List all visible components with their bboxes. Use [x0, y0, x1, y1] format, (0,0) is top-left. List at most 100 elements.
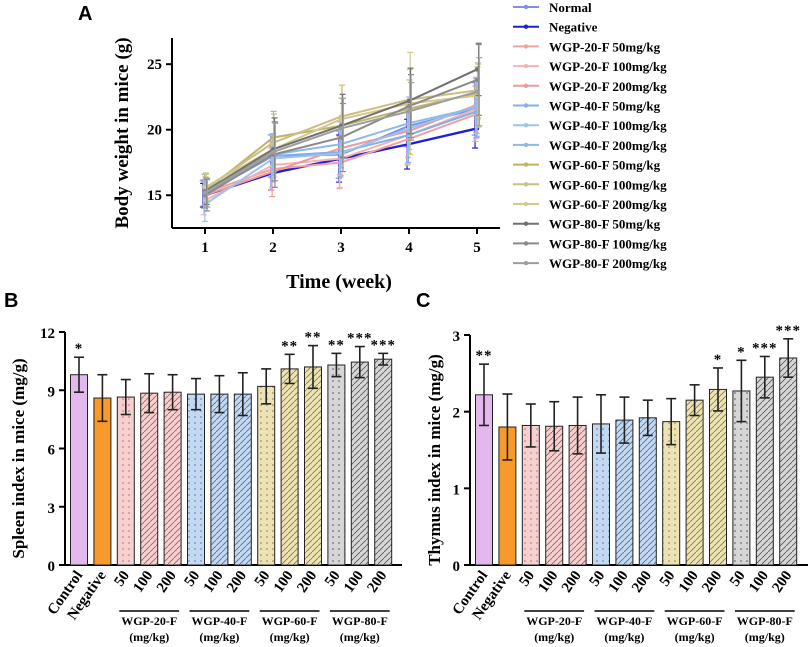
legend-swatch-marker	[523, 221, 529, 226]
data-point	[270, 149, 276, 155]
group-unit: (mg/kg)	[199, 630, 239, 644]
y-tick-label: 12	[40, 326, 55, 342]
bar	[755, 376, 774, 566]
series-13	[202, 57, 483, 208]
x-tick-label: 200	[699, 568, 725, 596]
panel-a-line-chart: 15 20 25 1 2 3 4 5 Time (week) Body weight in mic…	[112, 0, 667, 293]
bar	[210, 393, 229, 566]
x-tick-label: 200	[154, 568, 180, 596]
x-tick-label: 200	[769, 568, 795, 596]
y-tick-label: 3	[48, 501, 56, 517]
legend-swatch-marker	[523, 201, 529, 207]
bar	[685, 399, 704, 566]
legend-label: WGP-80-F 200mg/kg	[549, 256, 667, 271]
group-label: WGP-80-F	[332, 614, 388, 628]
y-axis-title: Body weight in mice (g)	[112, 37, 133, 228]
x-tick-label: 100	[535, 568, 561, 596]
x-tick-label: 4	[405, 240, 413, 256]
x-tick-label: 200	[364, 568, 390, 596]
x-tick-label: 100	[271, 568, 297, 596]
legend-label: WGP-40-F 100mg/kg	[549, 118, 667, 133]
group-label: WGP-40-F	[596, 614, 652, 628]
legend-label: WGP-40-F 200mg/kg	[549, 138, 667, 153]
x-tick-label: 1	[201, 240, 209, 256]
group-label: WGP-60-F	[667, 614, 723, 628]
y-tick-label: 2	[453, 406, 461, 422]
legend-swatch-marker	[523, 83, 529, 89]
legend-swatch-marker	[523, 4, 529, 10]
legend-swatch-marker	[523, 182, 529, 187]
significance-mark: ***	[752, 340, 778, 356]
panel-label-a: A	[78, 3, 92, 25]
bar	[187, 393, 205, 566]
data-point	[474, 89, 480, 94]
legend-label: Normal	[549, 0, 592, 15]
legend-label: Negative	[549, 20, 598, 35]
data-point	[406, 103, 412, 109]
group-label: WGP-40-F	[191, 614, 247, 628]
significance-mark: ***	[370, 337, 396, 353]
group-unit: (mg/kg)	[675, 630, 715, 644]
legend-swatch-marker	[523, 63, 529, 69]
significance-mark: ***	[775, 323, 801, 339]
significance-mark: ***	[347, 331, 373, 347]
group-label: WGP-20-F	[526, 614, 582, 628]
bar	[327, 364, 346, 566]
group-label: WGP-60-F	[262, 614, 318, 628]
data-point	[338, 126, 344, 131]
y-axis-title: Thymus index in mice (mg/g)	[425, 354, 444, 566]
legend-label: WGP-40-F 50mg/kg	[549, 99, 661, 114]
y-tick-label: 25	[147, 57, 162, 73]
x-tick-label: 200	[294, 568, 320, 596]
data-point	[474, 77, 480, 83]
legend-label: WGP-20-F 50mg/kg	[549, 39, 661, 54]
data-point	[406, 109, 412, 114]
y-tick-label: 0	[48, 559, 56, 575]
x-tick-label: 200	[629, 568, 655, 596]
bar	[350, 361, 369, 566]
legend-swatch-marker	[523, 44, 529, 49]
legend-swatch-marker	[523, 103, 529, 108]
group-unit: (mg/kg)	[534, 630, 574, 644]
y-tick-label: 6	[48, 443, 56, 459]
y-axis-title: Spleen index in mice (mg/g)	[9, 358, 28, 558]
bar	[280, 368, 299, 566]
group-unit: (mg/kg)	[129, 630, 169, 644]
legend-swatch-marker	[523, 241, 529, 246]
significance-mark: *	[714, 352, 723, 368]
bar	[233, 393, 252, 566]
panel-label-b: B	[4, 290, 18, 312]
significance-mark: *	[737, 344, 746, 360]
significance-mark: *	[75, 341, 84, 357]
significance-mark: **	[328, 337, 345, 353]
x-tick-label: 100	[341, 568, 367, 596]
bar	[93, 397, 112, 566]
x-tick-label: 100	[130, 568, 156, 596]
bar	[304, 366, 322, 566]
data-point	[406, 98, 412, 104]
data-point	[202, 190, 208, 195]
legend-label: WGP-60-F 100mg/kg	[549, 177, 667, 192]
x-tick-label: 2	[269, 240, 277, 256]
bar	[140, 392, 159, 566]
y-tick-label: 3	[453, 329, 461, 345]
legend-label: WGP-60-F 50mg/kg	[549, 158, 661, 173]
group-label: WGP-20-F	[121, 614, 177, 628]
significance-mark: **	[281, 338, 298, 354]
bar	[709, 388, 727, 566]
bar	[257, 385, 276, 566]
x-tick-label: 100	[201, 568, 227, 596]
x-tick-label: 100	[606, 568, 632, 596]
group-unit: (mg/kg)	[745, 630, 785, 644]
y-tick-label: 15	[147, 188, 162, 204]
group-unit: (mg/kg)	[340, 630, 380, 644]
x-tick-label: 200	[559, 568, 585, 596]
legend-swatch-marker	[523, 142, 529, 148]
group-label: WGP-80-F	[737, 614, 793, 628]
y-tick-label: 20	[147, 123, 162, 139]
bar	[374, 358, 393, 566]
bar	[70, 374, 88, 566]
panel-label-c: C	[416, 290, 430, 312]
group-unit: (mg/kg)	[270, 630, 310, 644]
group-unit: (mg/kg)	[604, 630, 644, 644]
